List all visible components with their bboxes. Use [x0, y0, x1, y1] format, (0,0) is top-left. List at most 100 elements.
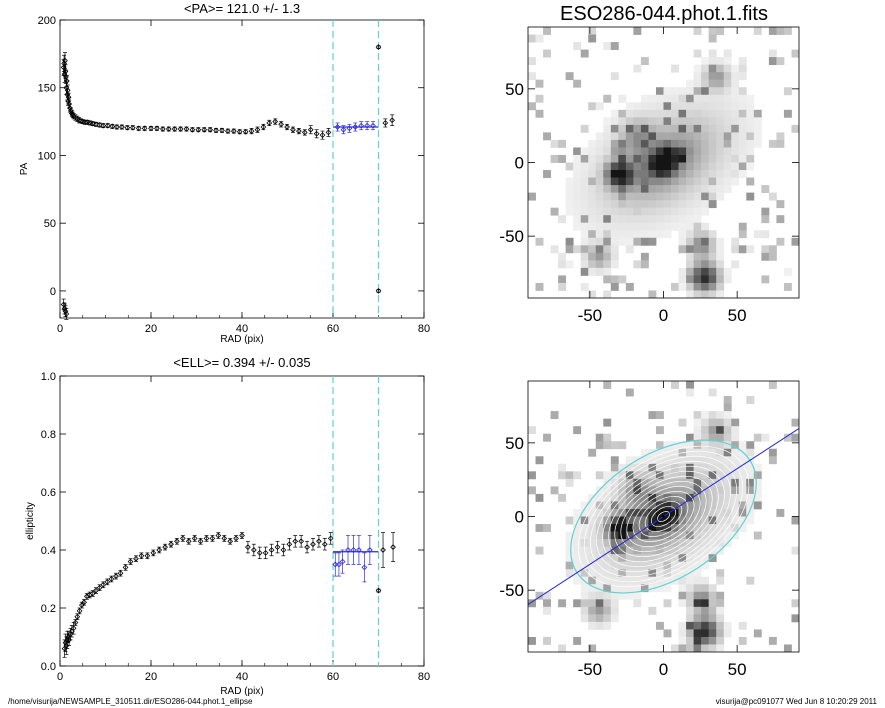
galaxy-pixel [686, 79, 695, 88]
galaxy-pixel [655, 87, 664, 96]
galaxy-pixel [565, 72, 574, 81]
isophote-pixel [678, 524, 687, 532]
ell-data-point [138, 552, 145, 559]
galaxy-pixel [731, 124, 740, 133]
isophote-pixel [693, 433, 702, 442]
galaxy-pixel [746, 102, 755, 111]
galaxy-pixel [671, 162, 679, 171]
pa-data-point [67, 105, 73, 111]
isophote-pixel [580, 584, 589, 593]
isophote-pixel [633, 478, 642, 487]
image-panel: ESO286-044.phot.1.fits -50 0 50 -50 0 50 [499, 3, 800, 325]
galaxy-pixel [686, 94, 695, 103]
galaxy-pixel [648, 237, 657, 246]
isophote-pixel [731, 433, 740, 442]
galaxy-pixel [693, 185, 702, 194]
isophote-pixel [701, 418, 710, 427]
isophote-panel: -50 0 50 -50 0 50 [499, 380, 800, 679]
isophote-pixel [655, 501, 664, 510]
galaxy-pixel [701, 102, 710, 111]
isophote-pixel [693, 463, 702, 472]
galaxy-pixel [663, 124, 672, 133]
galaxy-pixel [708, 72, 717, 81]
galaxy-pixel [655, 170, 664, 178]
isophote-pixel [723, 629, 732, 638]
pa-data-point [135, 125, 142, 132]
galaxy-pixel [716, 117, 725, 126]
galaxy-pixel [671, 282, 679, 291]
isophote-pixel [648, 478, 657, 487]
isophote-pixel [783, 433, 792, 442]
isophote-pixel [535, 456, 544, 465]
isophote-pixel [580, 591, 589, 600]
galaxy-pixel [686, 87, 695, 96]
isophote-pixel [603, 606, 612, 615]
galaxy-pixel [573, 192, 582, 201]
isophote-pixel [693, 486, 702, 495]
galaxy-pixel [746, 109, 755, 118]
galaxy-pixel [701, 64, 710, 73]
galaxy-pixel [580, 162, 589, 171]
isophote-pixel [655, 516, 664, 525]
isophote-pixel [768, 636, 777, 645]
galaxy-pixel [768, 245, 777, 254]
ell-data-point [156, 547, 163, 553]
isophote-pixel [610, 463, 619, 472]
galaxy-pixel [753, 117, 762, 126]
galaxy-pixel [603, 230, 612, 239]
isophote-pixel [731, 471, 740, 480]
isophote-pixel [648, 531, 657, 540]
isophote-pixel [588, 531, 597, 540]
isophote-pixel [580, 606, 589, 615]
galaxy-pixel [731, 162, 740, 171]
pa-data-point [100, 122, 107, 129]
galaxy-pixel [731, 170, 740, 178]
ell-xtick-label: 0 [57, 671, 63, 683]
galaxy-pixel [595, 237, 604, 246]
ell-data-point [256, 550, 263, 556]
galaxy-pixel [633, 117, 642, 126]
isophote-pixel [701, 463, 710, 472]
galaxy-pixel [588, 192, 597, 201]
pa-data-point [68, 107, 74, 114]
isophote-pixel [708, 614, 717, 623]
isophote-pixel [603, 614, 612, 623]
galaxy-pixel [588, 147, 597, 156]
galaxy-pixel [753, 230, 762, 239]
isophote-pixel [753, 463, 762, 472]
isophote-pixel [640, 531, 649, 540]
isophote-pixel [603, 381, 612, 389]
galaxy-pixel [708, 237, 717, 246]
isophote-pixel [731, 486, 740, 495]
isophote-pixel [671, 516, 679, 525]
isophote-pixel [693, 411, 702, 420]
galaxy-pixel [640, 207, 649, 216]
isophote-pixel [701, 501, 710, 510]
galaxy-pixel [580, 267, 589, 276]
galaxy-pixel [640, 147, 649, 156]
isophote-pixel [746, 508, 755, 517]
isophote-pixel [625, 561, 634, 570]
galaxy-pixel [678, 132, 687, 141]
isophote-pixel [610, 554, 619, 563]
isophote-pixel [671, 456, 679, 465]
isophote-pixel [655, 411, 664, 420]
galaxy-pixel [731, 147, 740, 156]
isophote-pixel [708, 591, 717, 600]
galaxy-pixel [633, 147, 642, 156]
galaxy-pixel [731, 64, 740, 73]
galaxy-pixel [610, 215, 619, 224]
pa-data-point [272, 118, 279, 125]
isophote-pixel [528, 599, 536, 608]
galaxy-pixel [686, 237, 695, 246]
isophote-xtick-label: 0 [659, 660, 668, 679]
isophote-pixel [671, 508, 679, 517]
galaxy-pixel [716, 177, 725, 186]
ell-data-point [197, 538, 204, 545]
isophote-pixel [588, 614, 597, 623]
galaxy-pixel [678, 102, 687, 111]
isophote-pixel [686, 621, 695, 630]
galaxy-pixel [693, 132, 702, 141]
isophote-pixel [655, 576, 664, 585]
